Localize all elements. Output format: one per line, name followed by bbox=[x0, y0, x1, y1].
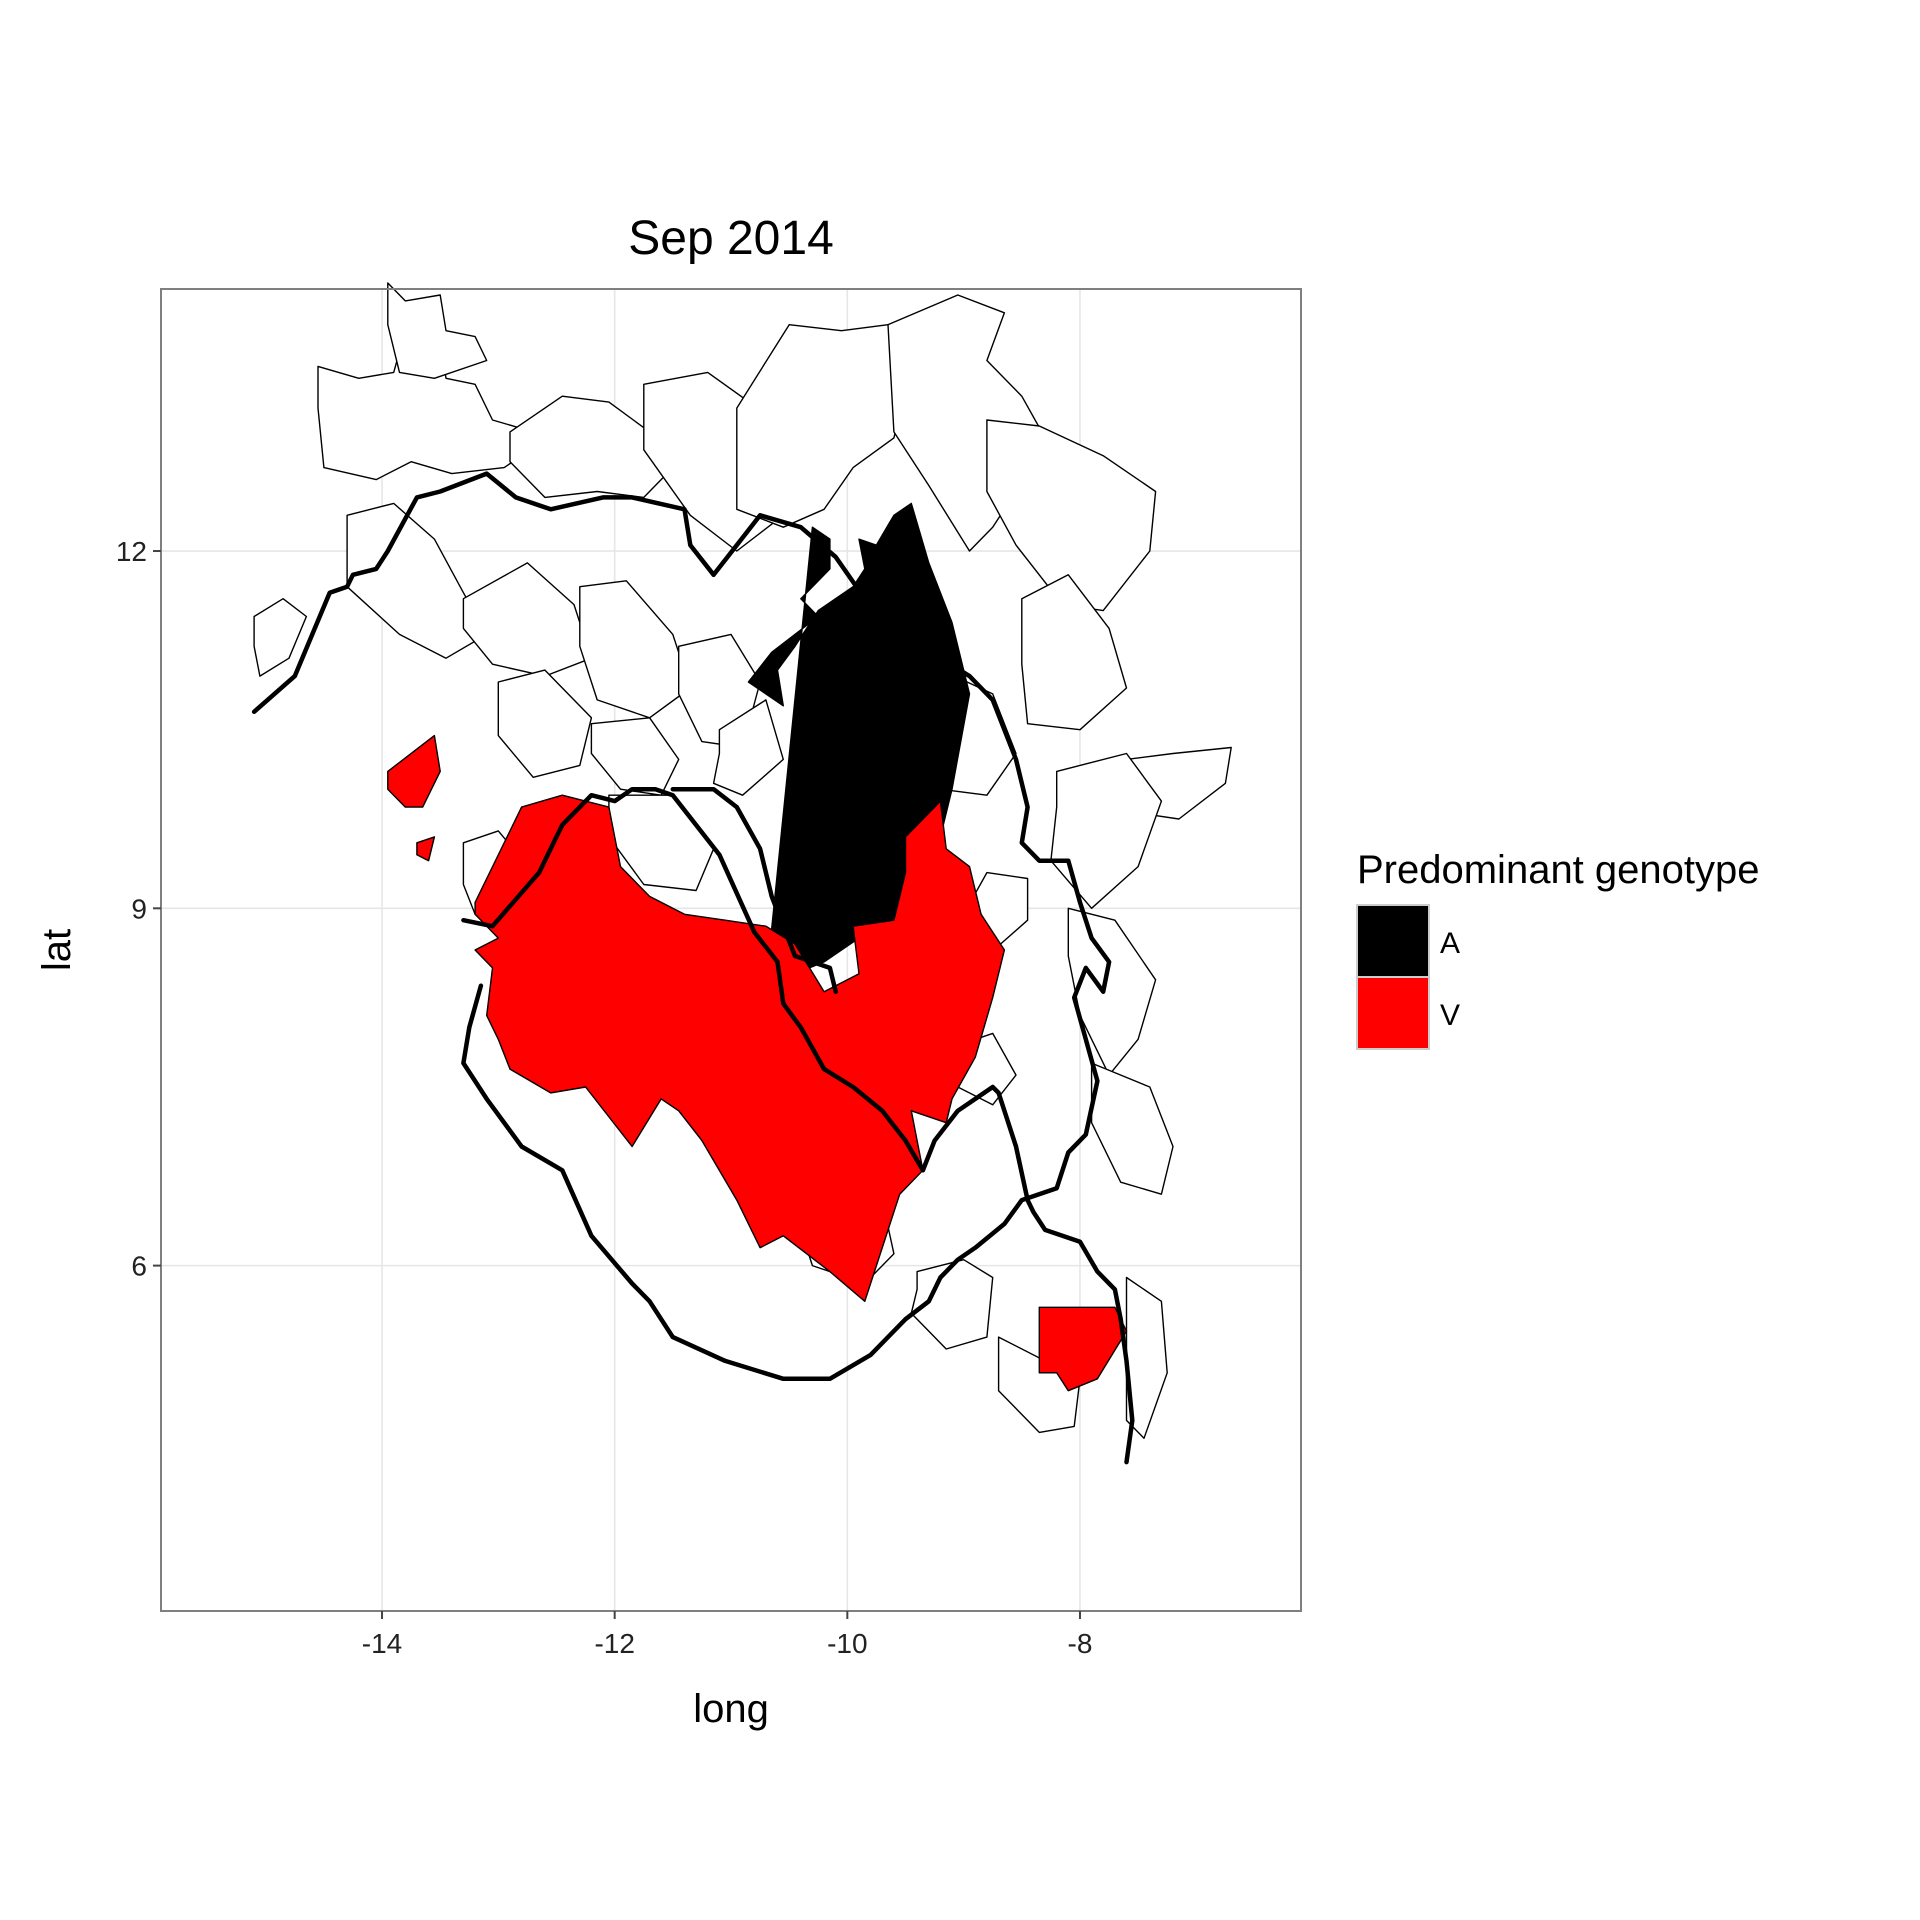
district-polygon bbox=[736, 324, 912, 528]
y-tick-label: 9 bbox=[131, 893, 147, 924]
legend-swatch-a bbox=[1356, 904, 1430, 978]
district-polygon bbox=[1090, 1062, 1174, 1195]
district-polygon bbox=[462, 562, 593, 677]
x-tick-label: -8 bbox=[1068, 1628, 1093, 1659]
x-tick-label: -10 bbox=[827, 1628, 867, 1659]
district-polygon bbox=[1067, 907, 1157, 1076]
y-axis: 6 9 12 bbox=[116, 536, 161, 1282]
genotype-v-region bbox=[387, 734, 441, 808]
district-polygon bbox=[986, 419, 1157, 612]
district-polygon bbox=[712, 699, 784, 796]
y-axis-title: lat bbox=[35, 929, 79, 971]
genotype-v-region bbox=[1038, 1306, 1128, 1392]
genotype-v-region bbox=[416, 836, 436, 862]
country-border-layer bbox=[251, 471, 1135, 1465]
plot-frame bbox=[160, 288, 1302, 1612]
country-border bbox=[461, 786, 1135, 1465]
x-axis: -14 -12 -10 -8 bbox=[362, 1611, 1093, 1659]
x-tick-label: -12 bbox=[594, 1628, 634, 1659]
district-polygon bbox=[1125, 1276, 1168, 1440]
y-tick-label: 12 bbox=[116, 536, 147, 567]
legend: Predominant genotype A V bbox=[1356, 848, 1760, 1050]
legend-title: Predominant genotype bbox=[1357, 848, 1760, 892]
legend-label-a: A bbox=[1440, 927, 1460, 960]
district-polygon bbox=[497, 669, 593, 778]
district-polygon bbox=[253, 598, 308, 677]
country-border bbox=[670, 786, 838, 994]
x-tick-label: -14 bbox=[362, 1628, 402, 1659]
x-axis-title: long bbox=[693, 1687, 769, 1731]
legend-label-v: V bbox=[1440, 999, 1460, 1032]
genotype-fill-layer bbox=[387, 502, 1128, 1392]
district-polygon bbox=[387, 282, 488, 379]
district-polygon bbox=[579, 580, 691, 719]
district-polygon bbox=[1021, 574, 1128, 731]
district-polygon bbox=[910, 1258, 994, 1350]
legend-swatch-v bbox=[1356, 976, 1430, 1050]
country-border bbox=[251, 471, 1112, 1382]
district-polygon bbox=[509, 395, 668, 499]
district-polygon bbox=[1050, 752, 1163, 909]
chart-title: Sep 2014 bbox=[628, 212, 834, 265]
y-tick-label: 6 bbox=[131, 1251, 147, 1282]
